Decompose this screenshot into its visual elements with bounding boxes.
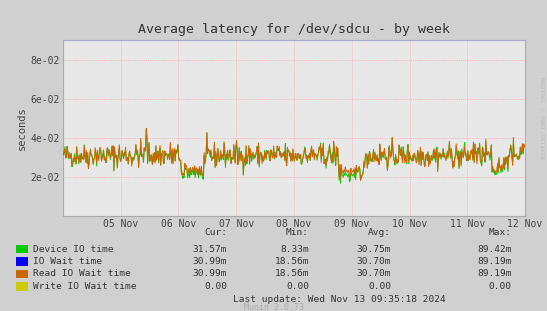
Text: 18.56m: 18.56m: [275, 270, 309, 278]
Text: 30.75m: 30.75m: [357, 245, 391, 253]
Text: Last update: Wed Nov 13 09:35:18 2024: Last update: Wed Nov 13 09:35:18 2024: [233, 295, 445, 304]
Text: Cur:: Cur:: [204, 228, 227, 237]
Text: Min:: Min:: [286, 228, 309, 237]
Text: IO Wait time: IO Wait time: [33, 257, 102, 266]
Text: 30.99m: 30.99m: [193, 270, 227, 278]
Text: 0.00: 0.00: [368, 282, 391, 291]
Text: RRDTOOL / TOBI OETIKER: RRDTOOL / TOBI OETIKER: [539, 77, 544, 160]
Text: 30.70m: 30.70m: [357, 270, 391, 278]
Y-axis label: seconds: seconds: [16, 106, 27, 150]
Text: 0.00: 0.00: [488, 282, 511, 291]
Text: 31.57m: 31.57m: [193, 245, 227, 253]
Text: Read IO Wait time: Read IO Wait time: [33, 270, 131, 278]
Text: 30.70m: 30.70m: [357, 257, 391, 266]
Text: 30.99m: 30.99m: [193, 257, 227, 266]
Text: 89.19m: 89.19m: [477, 270, 511, 278]
Text: Max:: Max:: [488, 228, 511, 237]
Text: Device IO time: Device IO time: [33, 245, 113, 253]
Text: 0.00: 0.00: [204, 282, 227, 291]
Text: 8.33m: 8.33m: [280, 245, 309, 253]
Text: Write IO Wait time: Write IO Wait time: [33, 282, 136, 291]
Text: 89.19m: 89.19m: [477, 257, 511, 266]
Text: 89.42m: 89.42m: [477, 245, 511, 253]
Text: 0.00: 0.00: [286, 282, 309, 291]
Text: Avg:: Avg:: [368, 228, 391, 237]
Text: 18.56m: 18.56m: [275, 257, 309, 266]
Text: Munin 2.0.73: Munin 2.0.73: [243, 304, 304, 311]
Title: Average latency for /dev/sdcu - by week: Average latency for /dev/sdcu - by week: [138, 24, 450, 36]
